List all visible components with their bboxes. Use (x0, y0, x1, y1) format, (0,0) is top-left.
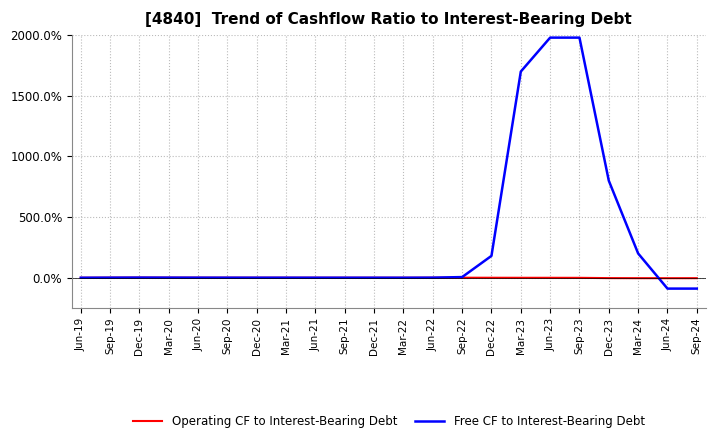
Operating CF to Interest-Bearing Debt (311, 275, 320, 280)
Operating CF to Interest-Bearing Debt (605, 275, 613, 281)
Operating CF to Interest-Bearing Debt (341, 275, 349, 280)
Operating CF to Interest-Bearing Debt (663, 275, 672, 281)
Operating CF to Interest-Bearing Debt (194, 275, 202, 280)
Free CF to Interest-Bearing Debt (370, 275, 379, 280)
Free CF to Interest-Bearing Debt (516, 69, 525, 74)
Free CF to Interest-Bearing Debt (135, 275, 144, 280)
Free CF to Interest-Bearing Debt (458, 275, 467, 280)
Operating CF to Interest-Bearing Debt (399, 275, 408, 280)
Operating CF to Interest-Bearing Debt (693, 275, 701, 281)
Operating CF to Interest-Bearing Debt (164, 275, 173, 280)
Free CF to Interest-Bearing Debt (164, 275, 173, 280)
Free CF to Interest-Bearing Debt (282, 275, 290, 280)
Free CF to Interest-Bearing Debt (341, 275, 349, 280)
Free CF to Interest-Bearing Debt (575, 35, 584, 40)
Free CF to Interest-Bearing Debt (693, 286, 701, 291)
Free CF to Interest-Bearing Debt (76, 275, 85, 280)
Title: [4840]  Trend of Cashflow Ratio to Interest-Bearing Debt: [4840] Trend of Cashflow Ratio to Intere… (145, 12, 632, 27)
Operating CF to Interest-Bearing Debt (575, 275, 584, 280)
Free CF to Interest-Bearing Debt (605, 178, 613, 183)
Legend: Operating CF to Interest-Bearing Debt, Free CF to Interest-Bearing Debt: Operating CF to Interest-Bearing Debt, F… (128, 411, 649, 433)
Free CF to Interest-Bearing Debt (399, 275, 408, 280)
Free CF to Interest-Bearing Debt (428, 275, 437, 280)
Free CF to Interest-Bearing Debt (194, 275, 202, 280)
Free CF to Interest-Bearing Debt (487, 253, 496, 259)
Operating CF to Interest-Bearing Debt (223, 275, 232, 280)
Operating CF to Interest-Bearing Debt (106, 275, 114, 280)
Free CF to Interest-Bearing Debt (253, 275, 261, 280)
Operating CF to Interest-Bearing Debt (135, 275, 144, 280)
Free CF to Interest-Bearing Debt (311, 275, 320, 280)
Free CF to Interest-Bearing Debt (106, 275, 114, 280)
Operating CF to Interest-Bearing Debt (370, 275, 379, 280)
Operating CF to Interest-Bearing Debt (428, 275, 437, 280)
Operating CF to Interest-Bearing Debt (253, 275, 261, 280)
Operating CF to Interest-Bearing Debt (458, 275, 467, 280)
Free CF to Interest-Bearing Debt (634, 251, 642, 256)
Operating CF to Interest-Bearing Debt (546, 275, 554, 280)
Line: Free CF to Interest-Bearing Debt: Free CF to Interest-Bearing Debt (81, 38, 697, 289)
Operating CF to Interest-Bearing Debt (516, 275, 525, 280)
Operating CF to Interest-Bearing Debt (487, 275, 496, 280)
Operating CF to Interest-Bearing Debt (282, 275, 290, 280)
Free CF to Interest-Bearing Debt (663, 286, 672, 291)
Operating CF to Interest-Bearing Debt (76, 275, 85, 280)
Free CF to Interest-Bearing Debt (223, 275, 232, 280)
Free CF to Interest-Bearing Debt (546, 35, 554, 40)
Operating CF to Interest-Bearing Debt (634, 275, 642, 281)
